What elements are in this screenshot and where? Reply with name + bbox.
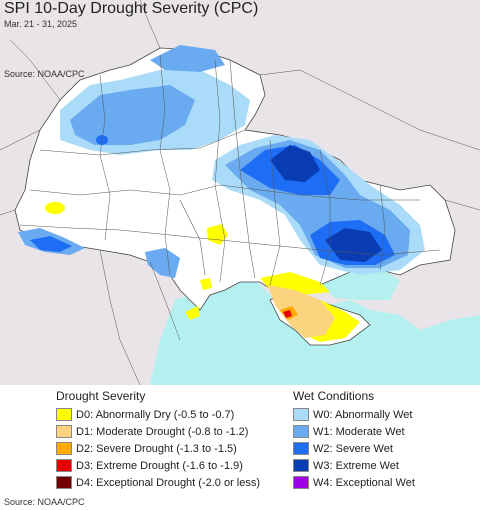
legend-label-w0: W0: Abnormally Wet xyxy=(313,408,413,421)
legend-item-w2: W2: Severe Wet xyxy=(293,441,393,456)
dry-d1-crimea xyxy=(268,285,335,338)
source-footer: Source: NOAA/CPC xyxy=(4,497,85,507)
dry-d0-center xyxy=(207,224,228,245)
dry-d0-west xyxy=(45,202,65,214)
swatch-w0 xyxy=(293,408,309,421)
dry-d0-coast xyxy=(200,278,212,290)
rivers xyxy=(179,59,256,279)
legend-item-w0: W0: Abnormally Wet xyxy=(293,407,412,422)
legend-item-d4: D4: Exceptional Drought (-2.0 or less) xyxy=(56,475,260,490)
wet-w1-south xyxy=(145,248,180,278)
wet-w2-west xyxy=(30,236,72,252)
legend-label-w3: W3: Extreme Wet xyxy=(313,459,399,472)
swatch-d1 xyxy=(56,425,72,438)
legend-label-d1: D1: Moderate Drought (-0.8 to -1.2) xyxy=(76,425,249,438)
legend: Drought Severity Wet Conditions D0: Abno… xyxy=(0,385,480,510)
wet-w3-southeast xyxy=(325,228,382,262)
swatch-w1 xyxy=(293,425,309,438)
swatch-w2 xyxy=(293,442,309,455)
swatch-w4 xyxy=(293,476,309,489)
legend-label-w1: W1: Moderate Wet xyxy=(313,425,405,438)
wet-w1-north xyxy=(70,85,195,145)
legend-item-d0: D0: Abnormally Dry (-0.5 to -0.7) xyxy=(56,407,234,422)
date-range: Mar. 21 - 31, 2025 xyxy=(4,19,78,29)
swatch-d4 xyxy=(56,476,72,489)
source-top: Source: NOAA/CPC xyxy=(4,69,85,79)
swatch-d2 xyxy=(56,442,72,455)
drought-legend-title: Drought Severity xyxy=(56,389,146,403)
swatch-d3 xyxy=(56,459,72,472)
legend-item-w4: W4: Exceptional Wet xyxy=(293,475,415,490)
legend-label-d3: D3: Extreme Drought (-1.6 to -1.9) xyxy=(76,459,243,472)
dry-d0-odesa xyxy=(185,306,200,320)
legend-label-w4: W4: Exceptional Wet xyxy=(313,476,415,489)
oblast-boundaries xyxy=(19,54,441,286)
country-borders xyxy=(0,0,480,385)
wet-legend-title: Wet Conditions xyxy=(293,389,375,403)
legend-item-w3: W3: Extreme Wet xyxy=(293,458,399,473)
legend-label-d0: D0: Abnormally Dry (-0.5 to -0.7) xyxy=(76,408,235,421)
drought-map xyxy=(0,0,480,385)
legend-item-d1: D1: Moderate Drought (-0.8 to -1.2) xyxy=(56,424,248,439)
wet-w1-top xyxy=(150,45,225,72)
legend-item-d2: D2: Severe Drought (-1.3 to -1.5) xyxy=(56,441,237,456)
wet-w3-northeast xyxy=(270,145,320,182)
swatch-d0 xyxy=(56,408,72,421)
legend-label-w2: W2: Severe Wet xyxy=(313,442,393,455)
legend-label-d4: D4: Exceptional Drought (-2.0 or less) xyxy=(76,476,261,489)
legend-item-d3: D3: Extreme Drought (-1.6 to -1.9) xyxy=(56,458,243,473)
map-title: SPI 10-Day Drought Severity (CPC) xyxy=(4,0,259,17)
legend-item-w1: W1: Moderate Wet xyxy=(293,424,405,439)
legend-label-d2: D2: Severe Drought (-1.3 to -1.5) xyxy=(76,442,237,455)
dry-d3-crimea xyxy=(283,310,292,318)
swatch-w3 xyxy=(293,459,309,472)
